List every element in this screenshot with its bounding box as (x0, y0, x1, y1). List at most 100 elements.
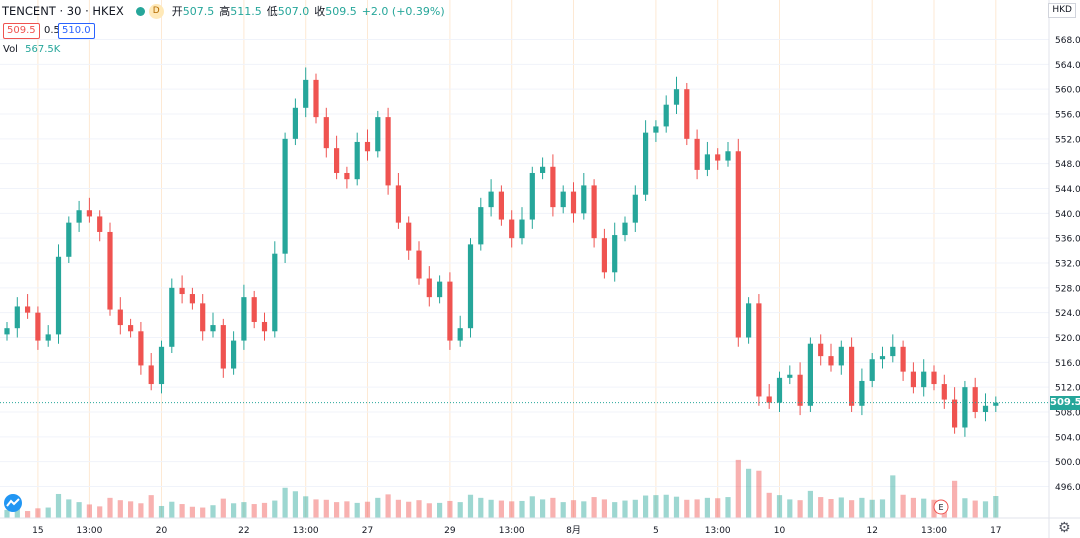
candle-body (138, 331, 144, 366)
candle (993, 396, 999, 412)
volume-bars (4, 459, 999, 518)
candle-body (200, 303, 206, 332)
candle (952, 387, 958, 434)
candle-body (797, 374, 803, 406)
candle (189, 287, 195, 310)
volume-bar (694, 499, 700, 518)
candle (735, 138, 741, 347)
candle (509, 210, 515, 248)
volume-bar (179, 504, 185, 518)
volume-bar (117, 500, 123, 518)
volume-bar (488, 499, 494, 518)
volume-bar (86, 504, 92, 518)
volume-bar (849, 500, 855, 518)
x-tick-label: 5 (653, 526, 659, 536)
volume-bar (128, 501, 134, 518)
y-tick-label: 552.0 (1055, 135, 1080, 145)
change-value: +2.0 (+0.39%) (361, 4, 445, 18)
volume-bar (97, 506, 103, 518)
delayed-data-badge[interactable]: D (148, 3, 164, 19)
candle-body (488, 191, 494, 208)
sell-price-box[interactable]: 509.5 (3, 23, 40, 39)
candle-body (849, 346, 855, 406)
y-tick-label: 532.0 (1055, 260, 1080, 270)
volume-bar (900, 494, 906, 518)
y-tick-label: 516.0 (1055, 359, 1080, 369)
candle (756, 294, 762, 406)
volume-bar (45, 507, 51, 518)
candle-body (241, 297, 247, 341)
candle-body (694, 138, 700, 170)
candle (303, 67, 309, 118)
candle-body (746, 303, 752, 338)
candle-body (437, 281, 443, 298)
candle (673, 76, 680, 115)
candle (323, 107, 329, 158)
volume-bar (972, 500, 978, 518)
volume-bar (653, 495, 659, 518)
buy-price-box[interactable]: 510.0 (58, 23, 95, 39)
candle (498, 185, 504, 226)
candle (570, 182, 577, 223)
candle-body (570, 191, 577, 214)
candle (107, 222, 113, 316)
candle (746, 297, 752, 344)
y-tick-label: 528.0 (1055, 284, 1080, 294)
candle-body (282, 138, 288, 254)
volume-bar (952, 480, 958, 518)
volume-bar (776, 495, 783, 518)
volume-value: 567.5K (25, 44, 61, 55)
event-marker-label: E (938, 503, 943, 512)
x-tick-label: 13:00 (76, 526, 102, 536)
tradingview-logo-icon[interactable] (4, 494, 22, 512)
volume-bar (241, 502, 247, 518)
candle (972, 377, 978, 419)
candle-body (715, 154, 721, 161)
candle-body (993, 402, 999, 406)
settings-gear-icon[interactable]: ⚙ (1058, 520, 1071, 536)
volume-bar (4, 509, 10, 518)
candle-body (395, 185, 401, 223)
candle (982, 393, 989, 422)
candle (76, 200, 82, 232)
volume-bar (107, 497, 113, 518)
volume-bar (766, 492, 772, 518)
candle (704, 141, 710, 177)
volume-bar (354, 502, 360, 518)
candle (457, 315, 463, 347)
candle (807, 337, 813, 412)
candle (467, 238, 474, 338)
volume-bar (581, 501, 587, 518)
candle (900, 340, 906, 381)
high-value: 511.5 (230, 4, 262, 18)
volume-bar (498, 500, 504, 518)
volume-bar (76, 502, 82, 518)
candle-body (838, 346, 844, 366)
candle (272, 241, 278, 338)
candle (581, 172, 587, 220)
volume-label: Vol (3, 44, 18, 55)
candle-body (807, 343, 813, 406)
volume-bar (323, 499, 329, 518)
candle (416, 241, 422, 285)
candle-body (169, 287, 175, 347)
candle-body (323, 117, 329, 149)
x-tick-label: 13:00 (499, 526, 525, 536)
y-tick-label: 520.0 (1055, 334, 1080, 344)
session-separators (37, 0, 997, 518)
candle (838, 340, 844, 375)
volume-bar (138, 503, 144, 518)
volume-bar (416, 500, 422, 518)
candle (941, 374, 947, 409)
symbol-title[interactable]: TENCENT · 30 · HKEX (2, 4, 124, 18)
y-tick-label: 548.0 (1055, 160, 1080, 170)
earnings-event-marker[interactable]: E (933, 499, 949, 515)
volume-bar (395, 499, 401, 518)
volume-bar (55, 493, 62, 518)
candle (55, 244, 62, 344)
candle-body (478, 207, 484, 245)
y-tick-label: 556.0 (1055, 111, 1080, 121)
candle-body (117, 309, 123, 326)
candle-body (952, 399, 958, 428)
